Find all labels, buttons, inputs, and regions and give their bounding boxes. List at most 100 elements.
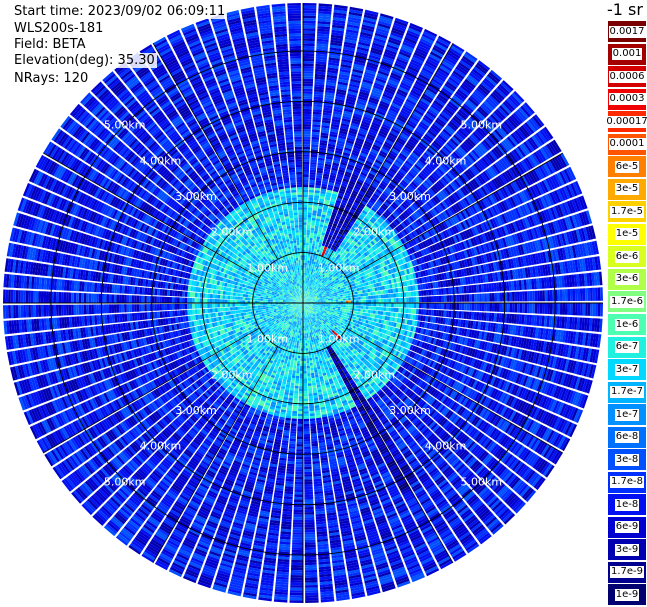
range-gate-cell [366, 157, 375, 164]
range-gate-cell [308, 292, 311, 296]
range-gate-cell [323, 225, 328, 229]
range-gate-cell [355, 243, 360, 248]
range-gate-cell [303, 227, 307, 230]
range-gate-cell [459, 126, 470, 136]
range-gate-cell [362, 118, 372, 124]
range-gate-cell [500, 103, 512, 115]
range-gate-cell [309, 172, 316, 175]
range-gate-cell [370, 124, 380, 130]
range-gate-cell [345, 235, 350, 240]
range-gate-cell [316, 43, 329, 48]
range-gate-cell [358, 176, 365, 182]
range-gate-cell [461, 303, 465, 311]
range-gate-cell [308, 278, 311, 282]
range-gate-cell [463, 140, 473, 150]
range-gate-cell [434, 303, 437, 309]
range-gate-cell [317, 162, 325, 166]
range-gate-cell [390, 203, 397, 210]
range-gate-cell [324, 244, 329, 248]
range-gate-cell [307, 262, 309, 266]
range-gate-cell [347, 163, 355, 169]
range-gate-cell [469, 294, 472, 302]
range-gate-cell [410, 89, 422, 97]
range-gate-cell [356, 161, 364, 167]
range-gate-cell [441, 87, 453, 96]
range-gate-cell [399, 181, 407, 188]
range-gate-cell [393, 303, 397, 308]
range-gate-cell [396, 58, 408, 65]
range-gate-cell [303, 119, 312, 122]
range-gate-cell [354, 291, 358, 295]
range-gate-cell [359, 190, 366, 196]
range-gate-cell [418, 290, 422, 297]
range-gate-cell [313, 104, 323, 108]
range-gate-cell [311, 141, 319, 145]
range-gate-cell [307, 295, 310, 298]
range-gate-cell [448, 101, 459, 110]
range-gate-cell [334, 103, 344, 108]
range-gate-cell [395, 93, 406, 101]
range-gate-cell [311, 217, 316, 221]
range-gate-cell [305, 262, 307, 266]
range-gate-cell [336, 88, 347, 94]
range-gate-cell [303, 23, 316, 26]
range-gate-cell [417, 76, 429, 84]
range-gate-cell [312, 121, 321, 125]
range-gate-cell [376, 25, 390, 32]
range-gate-cell [384, 141, 393, 148]
range-gate-cell [377, 186, 384, 193]
range-gate-cell [303, 184, 309, 188]
range-gate-cell [326, 264, 330, 269]
range-gate-cell [506, 98, 517, 110]
range-gate-cell [387, 39, 401, 46]
range-gate-cell [353, 144, 362, 150]
range-gate-cell [417, 125, 427, 133]
range-gate-cell [434, 97, 446, 107]
range-gate-cell [334, 258, 338, 262]
range-gate-cell [344, 293, 348, 296]
range-gate-cell [349, 6, 364, 12]
range-gate-cell [328, 251, 332, 255]
range-gate-cell [425, 60, 438, 69]
range-gate-cell [340, 64, 352, 69]
range-gate-cell [423, 290, 427, 296]
range-gate-cell [334, 152, 342, 157]
range-gate-cell [339, 164, 347, 169]
range-gate-cell [396, 91, 407, 98]
range-gate-cell [316, 259, 319, 263]
range-gate-cell [308, 197, 314, 201]
range-gate-cell [335, 93, 346, 98]
range-gate-cell [314, 228, 319, 232]
range-gate-cell [325, 87, 336, 92]
range-gate-cell [384, 118, 394, 125]
range-gate-cell [361, 242, 367, 247]
range-gate-cell [303, 174, 309, 178]
range-gate-cell [353, 213, 359, 218]
range-gate-cell [358, 157, 366, 163]
range-gate-cell [362, 235, 367, 241]
range-gate-cell [391, 102, 402, 110]
range-gate-cell [362, 79, 374, 85]
range-gate-cell [364, 179, 372, 185]
range-gate-cell [363, 196, 370, 201]
range-gate-cell [334, 218, 340, 223]
range-gate-cell [363, 233, 369, 239]
range-gate-cell [464, 294, 467, 302]
range-gate-cell [398, 51, 411, 59]
range-gate-cell [405, 124, 415, 131]
range-gate-cell [394, 200, 401, 206]
range-gate-cell [325, 250, 329, 254]
range-gate-cell [443, 145, 452, 154]
range-gate-cell [458, 62, 471, 72]
range-gate-cell [305, 250, 309, 253]
range-gate-cell [315, 61, 327, 65]
range-gate-cell [304, 293, 305, 296]
range-gate-cell [436, 95, 447, 105]
range-gate-cell [330, 128, 339, 133]
range-gate-cell [337, 211, 343, 216]
range-gate-cell [357, 216, 364, 221]
range-gate-cell [342, 51, 355, 56]
range-gate-cell [366, 64, 378, 70]
range-gate-cell [318, 301, 321, 303]
range-gate-cell [423, 309, 427, 315]
